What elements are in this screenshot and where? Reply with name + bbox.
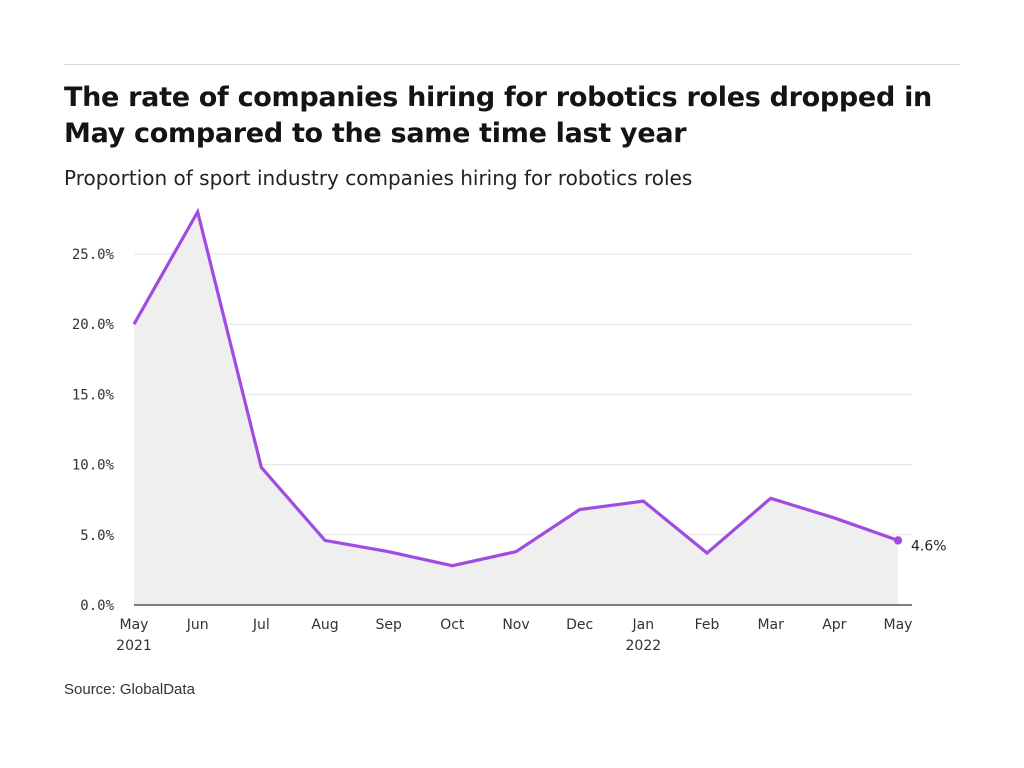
x-tick-label: Sep: [375, 617, 402, 633]
chart-subtitle: Proportion of sport industry companies h…: [64, 166, 693, 190]
x-tick-label: May: [884, 617, 913, 633]
x-year-label: 2022: [626, 638, 662, 654]
y-tick-label: 20.0%: [72, 317, 115, 333]
x-year-label: 2021: [116, 638, 152, 654]
x-tick-label: Jul: [252, 617, 270, 633]
end-point-marker: [893, 536, 903, 545]
source-note: Source: GlobalData: [64, 681, 195, 698]
chart-title: The rate of companies hiring for robotic…: [64, 82, 932, 149]
x-tick-label: Dec: [566, 617, 593, 633]
y-tick-label: 25.0%: [72, 247, 115, 263]
x-tick-label: Mar: [757, 617, 784, 633]
y-tick-label: 10.0%: [72, 458, 115, 474]
y-tick-label: 0.0%: [80, 598, 114, 614]
x-tick-label: Nov: [502, 617, 529, 633]
area-fill: [134, 211, 898, 605]
top-divider: [64, 64, 960, 65]
end-value-label: 4.6%: [911, 538, 947, 554]
x-tick-label: Jun: [186, 617, 209, 633]
x-tick-label: Feb: [695, 617, 720, 633]
series-line: [132, 207, 899, 568]
x-tick-label: May: [120, 617, 149, 633]
x-tick-label: Jan: [632, 617, 655, 633]
y-tick-label: 5.0%: [80, 528, 114, 544]
x-tick-label: Oct: [440, 617, 465, 633]
x-tick-label: Apr: [822, 617, 846, 633]
x-tick-label: Aug: [311, 617, 338, 633]
y-tick-label: 15.0%: [72, 387, 115, 403]
